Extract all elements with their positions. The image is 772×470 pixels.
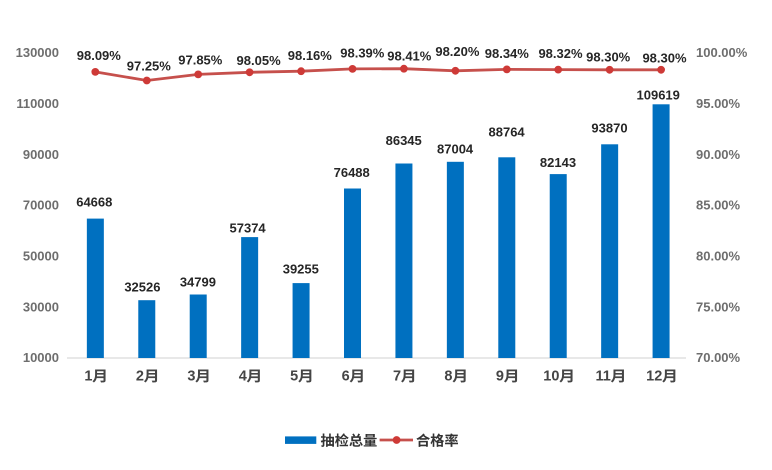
svg-text:70.00%: 70.00% bbox=[696, 350, 741, 365]
svg-text:98.41%: 98.41% bbox=[387, 49, 432, 64]
svg-text:90.00%: 90.00% bbox=[696, 147, 741, 162]
svg-text:93870: 93870 bbox=[591, 121, 627, 136]
svg-text:75.00%: 75.00% bbox=[696, 299, 741, 314]
svg-text:32526: 32526 bbox=[124, 280, 160, 295]
svg-text:1: 1 bbox=[84, 368, 92, 384]
svg-text:85.00%: 85.00% bbox=[696, 198, 741, 213]
svg-text:98.16%: 98.16% bbox=[288, 48, 333, 63]
svg-text:88764: 88764 bbox=[489, 124, 526, 139]
svg-text:98.05%: 98.05% bbox=[237, 53, 282, 68]
svg-text:87004: 87004 bbox=[437, 141, 474, 156]
svg-text:57374: 57374 bbox=[230, 221, 267, 236]
svg-text:9: 9 bbox=[496, 368, 504, 384]
svg-text:76488: 76488 bbox=[334, 165, 370, 180]
svg-text:7: 7 bbox=[393, 368, 401, 384]
svg-text:11: 11 bbox=[595, 368, 610, 384]
svg-text:64668: 64668 bbox=[76, 194, 112, 209]
svg-text:98.20%: 98.20% bbox=[435, 44, 480, 59]
svg-text:82143: 82143 bbox=[540, 155, 576, 170]
svg-text:98.34%: 98.34% bbox=[485, 46, 530, 61]
svg-text:109619: 109619 bbox=[637, 88, 680, 103]
svg-text:8: 8 bbox=[444, 368, 452, 384]
svg-text:110000: 110000 bbox=[16, 96, 59, 111]
svg-text:2: 2 bbox=[136, 368, 144, 384]
svg-text:12: 12 bbox=[646, 368, 662, 384]
svg-text:86345: 86345 bbox=[386, 133, 422, 148]
svg-text:98.39%: 98.39% bbox=[340, 46, 385, 61]
svg-text:100.00%: 100.00% bbox=[696, 45, 748, 60]
svg-text:97.85%: 97.85% bbox=[178, 53, 223, 68]
svg-text:70000: 70000 bbox=[23, 198, 59, 213]
svg-text:3: 3 bbox=[187, 368, 195, 384]
svg-text:6: 6 bbox=[342, 368, 350, 384]
svg-text:130000: 130000 bbox=[16, 45, 59, 60]
svg-text:98.09%: 98.09% bbox=[77, 48, 122, 63]
svg-text:10: 10 bbox=[543, 368, 559, 384]
svg-text:80.00%: 80.00% bbox=[696, 249, 741, 264]
svg-text:98.30%: 98.30% bbox=[586, 50, 631, 65]
svg-text:39255: 39255 bbox=[283, 261, 319, 276]
svg-text:95.00%: 95.00% bbox=[696, 96, 741, 111]
svg-text:30000: 30000 bbox=[23, 299, 59, 314]
svg-text:10000: 10000 bbox=[23, 350, 59, 365]
svg-text:98.32%: 98.32% bbox=[538, 46, 583, 61]
svg-text:4: 4 bbox=[239, 368, 247, 384]
svg-text:98.30%: 98.30% bbox=[642, 50, 687, 65]
svg-text:90000: 90000 bbox=[23, 147, 59, 162]
svg-text:5: 5 bbox=[290, 368, 298, 384]
svg-text:34799: 34799 bbox=[180, 275, 216, 290]
svg-text:97.25%: 97.25% bbox=[127, 59, 172, 74]
svg-text:50000: 50000 bbox=[23, 249, 59, 264]
